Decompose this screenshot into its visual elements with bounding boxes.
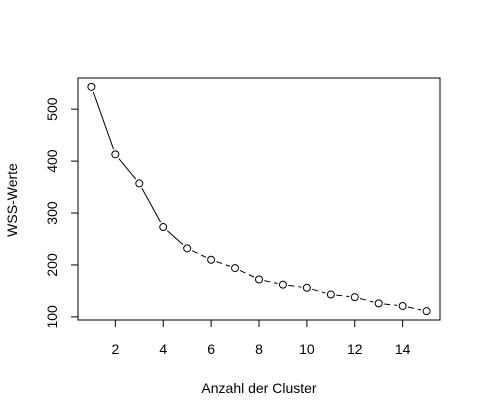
series-segment <box>141 188 162 223</box>
data-point <box>87 82 96 91</box>
x-axis-label: Anzahl der Cluster <box>201 380 317 396</box>
data-point <box>302 283 311 292</box>
x-axis: 2 4 6 8 10 12 14 <box>111 320 411 357</box>
data-point <box>111 150 120 159</box>
series-segment <box>264 280 278 285</box>
series-segment <box>239 269 255 278</box>
data-point <box>374 299 383 308</box>
x-tick-label: 8 <box>255 341 263 357</box>
data-point <box>278 280 287 289</box>
data-point <box>231 264 240 273</box>
x-tick-label: 4 <box>159 341 167 357</box>
data-point <box>398 301 407 310</box>
series-segment <box>384 303 398 306</box>
x-tick-label: 2 <box>111 341 119 357</box>
y-axis: 100 200 300 400 500 <box>44 97 78 329</box>
data-point <box>135 179 144 188</box>
x-tick-label: 14 <box>395 341 411 357</box>
y-axis-label: WSS-Werte <box>4 163 20 237</box>
y-tick-label: 300 <box>44 201 60 225</box>
series-segment <box>167 230 184 246</box>
data-point <box>326 290 335 299</box>
series-segment <box>288 284 302 288</box>
series-segment <box>92 91 114 150</box>
x-tick-label: 12 <box>347 341 363 357</box>
series-segment <box>407 306 422 311</box>
y-tick-label: 500 <box>44 97 60 121</box>
y-tick-label: 400 <box>44 149 60 173</box>
y-tick-label: 200 <box>44 253 60 277</box>
data-point <box>183 244 192 253</box>
y-tick-label: 100 <box>44 305 60 329</box>
series-segment <box>336 294 350 298</box>
data-point <box>350 293 359 302</box>
series-segment <box>191 250 207 258</box>
x-tick-label: 10 <box>299 341 315 357</box>
data-point <box>422 307 431 316</box>
plot-frame <box>77 77 441 321</box>
data-point <box>207 255 216 264</box>
series-segment <box>312 288 326 294</box>
series-segment <box>118 158 137 180</box>
data-point <box>255 275 263 284</box>
series-layer <box>87 82 431 316</box>
x-tick-label: 6 <box>207 341 215 357</box>
series-segment <box>359 298 374 303</box>
data-point <box>159 223 168 232</box>
series-segment <box>216 261 231 267</box>
